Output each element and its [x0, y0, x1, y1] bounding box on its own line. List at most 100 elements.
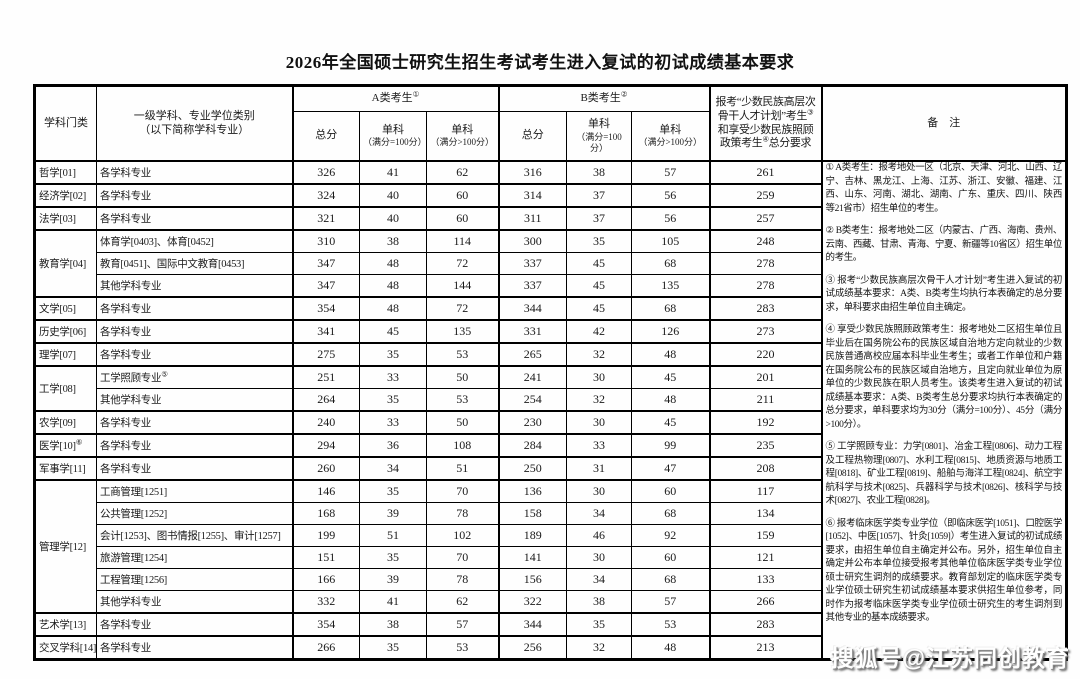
major-cell: 体育学[0403]、体育[0452] [96, 229, 294, 253]
major-cell: 各学科专业 [96, 206, 294, 231]
a-single-eq100-cell: 40 [359, 183, 427, 208]
b-total-cell: 136 [498, 479, 567, 503]
minority-total-cell: 278 [709, 252, 823, 275]
a-single-gt100-cell: 53 [426, 388, 500, 412]
minority-total-cell: 248 [709, 229, 823, 253]
a-total-cell: 264 [292, 388, 360, 412]
b-single-eq100-cell: 30 [566, 546, 632, 569]
b-single-gt100-cell: 60 [631, 546, 711, 569]
header-group-a: A类考生① [292, 85, 500, 112]
a-single-gt100-cell: 72 [426, 252, 500, 275]
b-total-cell: 316 [498, 160, 567, 185]
header-group-b-label: B类考生 [580, 92, 621, 105]
header-single-eq-sub: （满分=100分） [363, 137, 427, 148]
b-total-cell: 344 [498, 612, 567, 637]
header-group-b: B类考生② [498, 85, 711, 112]
minority-total-cell: 259 [709, 183, 823, 208]
category-cell: 农学[09] [34, 410, 97, 435]
b-single-gt100-cell: 45 [631, 410, 711, 435]
a-total-cell: 275 [292, 342, 360, 367]
b-total-cell: 337 [498, 274, 567, 298]
a-total-cell: 166 [292, 568, 360, 591]
minority-total-cell: 278 [709, 274, 823, 298]
minority-total-cell: 201 [709, 365, 823, 389]
a-single-gt100-cell: 51 [426, 456, 500, 481]
a-single-gt100-cell: 57 [426, 612, 500, 637]
header-b-single-gt100: 单科 （满分>100分） [631, 111, 711, 162]
a-single-gt100-cell: 60 [426, 206, 500, 231]
b-total-cell: 250 [498, 456, 567, 481]
note-item: ③ 报考“少数民族高层次骨干人才计划”考生进入复试的初试成绩基本要求：A类、B类… [825, 275, 1063, 313]
note-item: ① A类考生：报考地处一区（北京、天津、河北、山西、辽宁、吉林、黑龙江、上海、江… [825, 163, 1063, 214]
header-discipline: 一级学科、专业学位类别 （以下简称学科专业） [96, 85, 294, 162]
category-cell: 军事学[11] [34, 456, 97, 481]
a-single-gt100-cell: 50 [426, 365, 500, 389]
header-group-b-footnote: ② [620, 89, 628, 99]
b-single-eq100-cell: 35 [566, 229, 632, 253]
b-single-eq100-cell: 32 [566, 635, 632, 660]
category-cell: 医学[10]⑥ [34, 433, 97, 458]
a-single-eq100-cell: 38 [359, 229, 427, 253]
major-cell: 各学科专业 [96, 410, 294, 435]
major-footnote: ⑤ [161, 369, 168, 379]
header-b-single-eq100: 单科 （满分=100分） [566, 111, 632, 162]
b-single-eq100-cell: 32 [566, 388, 632, 412]
table-row: 医学[10]⑥ 各学科专业 294 36 108 284 33 99 235 [34, 433, 1067, 458]
b-single-gt100-cell: 68 [631, 568, 711, 591]
b-single-eq100-cell: 34 [566, 568, 632, 591]
b-single-gt100-cell: 48 [631, 342, 711, 367]
score-requirements-table: 学科门类 一级学科、专业学位类别 （以下简称学科专业） A类考生① B类考生 ② … [33, 84, 1068, 661]
a-total-cell: 294 [292, 433, 360, 458]
table-row: 教育[0451]、国际中文教育[0453] 347 48 72 337 45 68 278 [35, 252, 1067, 275]
major-cell: 各学科专业 [96, 296, 294, 321]
table-row: 哲学[01] 各学科专业 326 41 62 316 38 57 261 ① A类考生：报考地处一… [34, 160, 1067, 660]
b-single-eq100-cell: 37 [566, 206, 632, 231]
category-cell: 管理学[12] [34, 479, 97, 614]
a-single-eq100-cell: 40 [359, 206, 427, 231]
header-single-label: 单科 [588, 117, 610, 130]
note-item: ② B类考生：报考地处二区（内蒙古、广西、海南、贵州、云南、西藏、甘肃、青海、宁… [825, 226, 1063, 263]
a-single-eq100-cell: 45 [359, 319, 427, 344]
a-single-eq100-cell: 35 [359, 635, 427, 660]
major-cell: 各学科专业 [96, 635, 294, 660]
a-single-eq100-cell: 35 [359, 479, 427, 503]
b-total-cell: 344 [498, 296, 567, 321]
a-single-gt100-cell: 53 [426, 342, 500, 367]
category-footnote: ⑥ [75, 437, 83, 447]
category-cell: 工学[08] [34, 365, 97, 412]
minority-total-cell: 117 [709, 479, 823, 503]
minority-total-cell: 208 [709, 456, 823, 481]
b-total-cell: 331 [498, 319, 567, 344]
major-cell: 其他学科专业 [96, 274, 294, 298]
major-cell: 各学科专业 [96, 342, 294, 367]
header-minority-footnote4: ④ [762, 134, 769, 144]
header-minority-part3: 总分要求 [768, 137, 812, 150]
page-title: 2026年全国硕士研究生招生考试考生进入复试的初试成绩基本要求 [285, 53, 795, 72]
major-cell: 会计[1253]、图书情报[1255]、审计[1257] [96, 524, 294, 547]
b-single-eq100-cell: 42 [566, 319, 632, 344]
table-row: 理学[07] 各学科专业 275 35 53 265 32 48 220 [34, 342, 1067, 367]
minority-total-cell: 213 [709, 635, 823, 660]
b-single-eq100-cell: 45 [566, 252, 632, 275]
major-cell: 工商管理[1251] [96, 479, 294, 503]
category-cell: 文学[05] [34, 296, 97, 321]
a-single-gt100-cell: 135 [426, 319, 500, 344]
note-item: ⑤ 工学照顾专业：力学[0801]、冶金工程[0806]、动力工程及工程热物理[… [825, 442, 1063, 506]
category-cell: 历史学[06] [34, 319, 97, 344]
header-a-single-gt100: 单科 （满分>100分） [426, 111, 500, 162]
minority-total-cell: 273 [709, 319, 823, 344]
b-total-cell: 314 [498, 183, 567, 208]
table-row: 艺术学[13] 各学科专业 354 38 57 344 35 53 283 [34, 612, 1067, 637]
b-single-gt100-cell: 105 [631, 229, 711, 253]
b-single-gt100-cell: 48 [631, 635, 711, 660]
header-group-a-footnote: ① [412, 89, 420, 99]
b-total-cell: 156 [498, 568, 567, 591]
a-single-eq100-cell: 51 [359, 524, 427, 547]
table-row: 管理学[12] 工商管理[1251] 146 35 70 136 30 60 117 [34, 479, 1067, 614]
watermark-text: 搜狐号@江苏同创教育 [830, 645, 1070, 671]
a-single-gt100-cell: 102 [426, 524, 500, 547]
minority-total-cell: 121 [709, 546, 823, 569]
minority-total-cell: 133 [709, 568, 823, 591]
major-cell: 各学科专业 [96, 160, 294, 185]
b-total-cell: 141 [498, 546, 567, 569]
